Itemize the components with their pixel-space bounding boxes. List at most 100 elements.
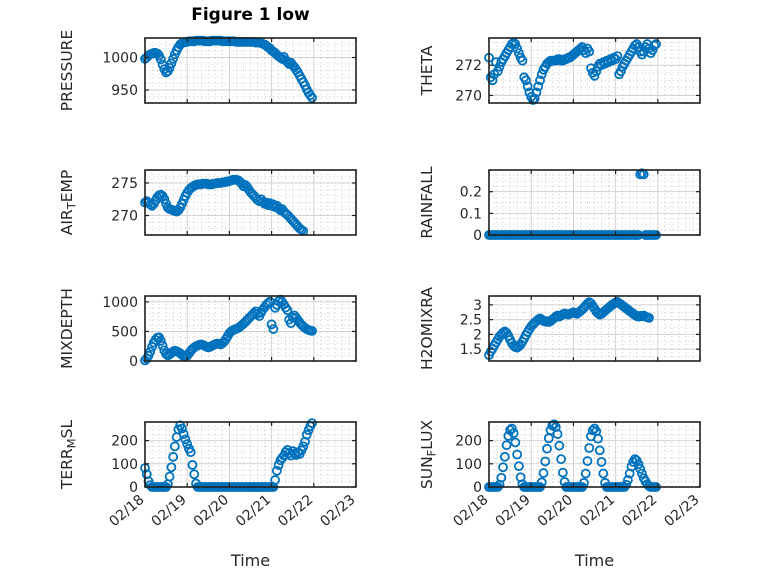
- data-point-marker: [521, 75, 531, 86]
- data-point-marker: [633, 459, 644, 470]
- data-point-marker: [177, 423, 187, 434]
- data-point-marker: [522, 81, 533, 92]
- axes-box: [144, 421, 357, 488]
- x-tick-label: 02/20: [535, 492, 576, 530]
- data-point-marker: [591, 66, 602, 77]
- subplot-terr-msl: 0 100 200 TERRMSL 02/18 02/19 02/20 02/21 02/22 0…: [58, 418, 359, 530]
- data-point-marker: [598, 468, 609, 479]
- data-points: [484, 37, 661, 105]
- y-tick-label: 100: [111, 457, 138, 473]
- data-point-marker: [637, 468, 647, 479]
- data-point-marker: [268, 324, 279, 334]
- data-point-marker: [582, 456, 593, 466]
- y-axis-label: SUNFLUX: [418, 420, 439, 490]
- y-tick-label: 1.5: [460, 342, 482, 358]
- data-point-marker: [623, 475, 633, 485]
- data-point-marker: [580, 468, 591, 479]
- data-point-marker: [187, 460, 198, 470]
- data-point-marker: [512, 449, 523, 460]
- data-point-marker: [584, 443, 595, 453]
- data-point-marker: [263, 298, 273, 308]
- subplot-theta: 270 272 THETA: [418, 37, 701, 105]
- data-point-marker: [538, 468, 549, 478]
- x-tick-label: 02/22: [619, 492, 660, 530]
- axes-box: [488, 295, 701, 362]
- data-point-marker: [492, 66, 503, 77]
- x-tick-label: 02/18: [106, 492, 147, 530]
- data-point-marker: [180, 434, 191, 445]
- data-point-marker: [498, 462, 508, 473]
- y-tick-label: 0: [129, 354, 138, 370]
- y-axis-label: PRESSURE: [58, 30, 76, 112]
- data-points: [140, 174, 309, 236]
- y-tick-label: 2: [473, 327, 482, 343]
- y-tick-label: 100: [455, 457, 482, 473]
- data-point-marker: [554, 440, 565, 451]
- data-point-marker: [270, 475, 281, 485]
- figure-title: Figure 1 low: [191, 5, 310, 25]
- x-tick-label: 02/20: [191, 492, 232, 530]
- data-point-marker: [155, 336, 166, 346]
- axes-box: [488, 37, 701, 104]
- y-tick-label: 1000: [102, 295, 138, 311]
- subplot-air-temp: 270 275 AIRTEMP: [58, 169, 357, 236]
- y-tick-label: 3: [473, 298, 482, 314]
- x-tick-label: 02/23: [661, 492, 702, 530]
- y-axis-label: AIRTEMP: [58, 170, 79, 236]
- data-points: [140, 294, 317, 366]
- data-points: [140, 35, 317, 103]
- subplot-pressure: 950 1000 PRESSURE: [58, 30, 357, 112]
- x-tick-label: 02/18: [450, 492, 491, 530]
- data-point-marker: [644, 312, 654, 323]
- data-point-marker: [535, 75, 545, 86]
- data-point-marker: [164, 62, 175, 73]
- data-point-marker: [266, 319, 277, 330]
- data-point-marker: [501, 440, 512, 451]
- data-points: [484, 168, 661, 240]
- subplot-rainfall: 0 0.1 0.2 RAINFALL: [418, 166, 701, 244]
- data-point-marker: [593, 433, 603, 444]
- data-point-marker: [649, 40, 660, 51]
- data-point-marker: [612, 51, 623, 62]
- data-point-marker: [510, 437, 521, 448]
- x-tick-label: 02/21: [577, 492, 618, 530]
- y-axis-label: THETA: [418, 45, 436, 96]
- subplot-mixdepth: 0 500 1000 MIXDEPTH: [58, 288, 357, 370]
- data-point-marker: [528, 95, 538, 105]
- data-point-marker: [287, 312, 298, 323]
- axes-box: [144, 169, 357, 236]
- data-point-marker: [524, 87, 535, 98]
- y-tick-label: 272: [455, 58, 482, 74]
- y-tick-label: 0: [473, 480, 482, 496]
- data-point-marker: [584, 46, 595, 57]
- data-point-marker: [307, 418, 317, 429]
- data-point-marker: [540, 456, 551, 467]
- y-tick-label: 1000: [102, 51, 138, 67]
- data-point-marker: [582, 298, 593, 309]
- subplot-sun-flux: 0 100 200 SUNFLUX 02/18 02/19 02/20 02/21 02/22 0…: [418, 419, 703, 530]
- data-point-marker: [145, 346, 156, 357]
- data-point-marker: [499, 451, 510, 462]
- data-points: [484, 419, 661, 492]
- y-tick-label: 200: [111, 434, 138, 450]
- y-tick-label: 200: [455, 434, 482, 450]
- data-point-marker: [517, 55, 528, 66]
- data-point-marker: [159, 194, 170, 205]
- data-point-marker: [168, 451, 179, 462]
- y-axis-label: RAINFALL: [418, 166, 436, 239]
- data-point-marker: [296, 224, 307, 235]
- data-point-marker: [155, 54, 166, 65]
- y-tick-label: 0: [473, 228, 482, 244]
- data-point-marker: [185, 447, 196, 458]
- data-point-marker: [301, 429, 312, 440]
- data-point-marker: [510, 39, 521, 49]
- y-tick-label: 270: [111, 209, 138, 225]
- y-tick-label: 2.5: [460, 313, 482, 329]
- data-point-marker: [596, 457, 607, 467]
- data-point-marker: [157, 340, 168, 351]
- data-point-marker: [271, 465, 282, 476]
- data-point-marker: [298, 441, 309, 452]
- data-point-marker: [166, 58, 177, 69]
- axes-box: [144, 37, 357, 104]
- data-point-marker: [168, 53, 179, 64]
